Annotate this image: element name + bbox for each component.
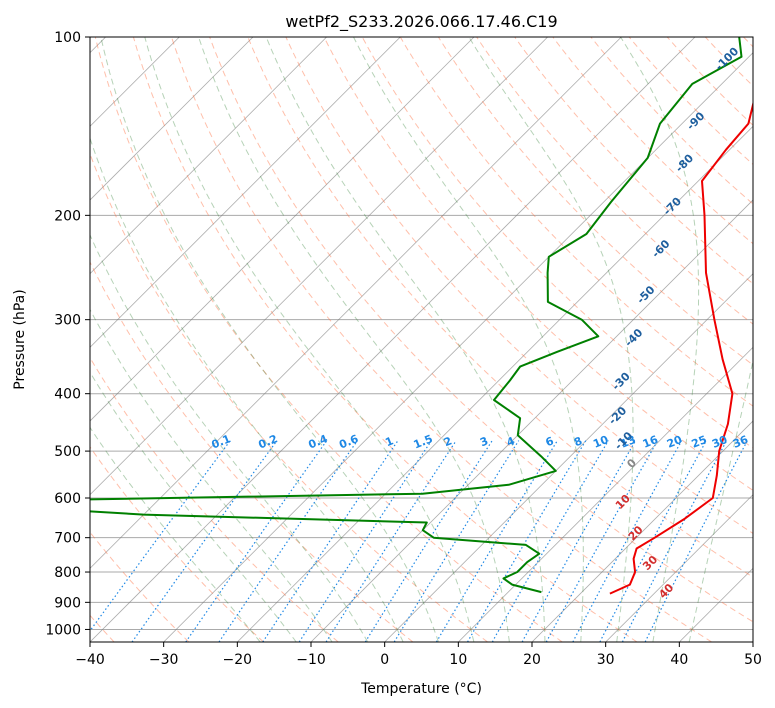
isotherm-line [605,494,753,642]
y-tick-label: 800 [54,565,81,581]
mixing-ratio-label: 13 [619,433,638,451]
mixing-ratio-line [298,440,432,642]
mixing-ratio-line [572,440,683,642]
x-tick-label: −30 [149,652,179,668]
isotherm-line [90,37,254,201]
profile-lines [90,37,753,595]
x-tick-label: 30 [597,652,615,668]
y-tick-label: 700 [54,531,81,547]
mixing-ratio-line [262,440,399,642]
y-tick-label: 300 [54,313,81,329]
x-tick-label: 20 [523,652,541,668]
isotherm-line [90,37,622,569]
x-tick-label: 0 [380,652,389,668]
x-tick-label: 50 [744,652,762,668]
mixing-ratio-line [545,440,659,642]
moist-adiabat-line [90,426,261,642]
moist-adiabat-line [620,37,700,642]
dry-adiabat-line [476,37,753,325]
mixing-ratio-label: 20 [665,433,684,451]
y-tick-label: 200 [54,208,81,224]
y-tick-label: 100 [54,30,81,46]
isotherm-line [90,37,548,496]
mixing-ratio-line [435,440,558,642]
y-tick-label: 400 [54,387,81,403]
x-tick-label: 40 [670,652,688,668]
dry-adiabat-line [94,37,563,642]
y-tick-label: 500 [54,444,81,460]
isotherm-line [90,37,401,348]
mixing-ratio-line [218,440,358,642]
mixing-ratio-label: 30 [710,433,729,451]
dry-adiabat-line [247,37,753,578]
mixing-ratio-line [325,440,457,642]
moist-adiabat-line [688,358,753,642]
mixing-ratio-line [364,440,493,642]
moist-adiabat-line [198,37,510,642]
dry-adiabat-line [323,37,753,491]
isotherm-line [90,37,475,422]
y-tick-label: 1000 [45,622,81,638]
moist-adiabat-line [353,37,584,642]
dewpoint-profile-line [90,37,743,594]
moist-adiabat-line [100,37,439,642]
dry-adiabat-line [90,260,414,642]
moist-adiabat-line [90,233,369,642]
isotherm-line [310,199,753,642]
dry-adiabat-line [171,37,712,642]
mixing-ratio-line [185,440,328,642]
y-tick-label: 900 [54,595,81,611]
temperature-profile-line [609,100,753,595]
isotherm-line [163,52,753,642]
mixing-ratio-label: 25 [690,433,709,451]
mixing-ratio-line [521,440,637,642]
mixing-ratio-label: 10 [591,433,610,451]
isotherm-line [90,37,696,642]
x-tick-label: 10 [449,652,467,668]
moist-adiabat-line [90,136,404,642]
x-tick-label: −40 [75,652,105,668]
dry-adiabat-line [514,37,753,285]
mixing-ratio-label: 16 [641,433,660,451]
isotherm-line [90,37,327,275]
moist-adiabat-line [265,37,546,642]
mixing-ratio-line [131,440,278,642]
mixing-ratio-line [90,440,231,632]
y-axis-ticks: 100 200 300 400 500 600 700 800 900 1000 [45,30,90,638]
isotherm-line [458,346,753,642]
x-tick-label: −20 [223,652,253,668]
dry-adiabat-line [132,37,638,642]
y-axis-label: Pressure (hPa) [12,289,28,389]
mixing-ratio-label: 36 [731,433,750,451]
mixing-ratio-label: 1 [383,434,395,449]
dry-adiabat-line [285,37,753,535]
isotherm-line [531,420,753,642]
y-tick-label: 600 [54,491,81,507]
dry-adiabat-line [90,446,264,642]
mixing-ratio-label: 2 [442,434,454,449]
moist-adiabat-line [144,37,475,642]
x-axis-ticks: −40 −30 −20 −10 0 10 20 30 40 50 [75,642,762,668]
mixing-ratio-line [644,440,748,642]
mixing-ratio-label: 3 [478,434,490,449]
background-lines [90,37,753,642]
dry-adiabat-line [90,356,339,642]
moist-adiabat-line [90,371,297,642]
mixing-ratio-line [466,440,587,642]
x-axis-label: Temperature (°C) [360,681,482,697]
mixing-ratio-label: 8 [572,434,584,449]
chart-title: wetPf2_S233.2026.066.17.46.C19 [285,12,557,32]
x-tick-label: −10 [296,652,326,668]
moist-adiabat-line [90,308,333,642]
isotherm-line [237,125,753,642]
mixing-ratio-line [393,440,520,642]
plot-frame [89,36,754,643]
dry-adiabat-line [209,37,753,623]
